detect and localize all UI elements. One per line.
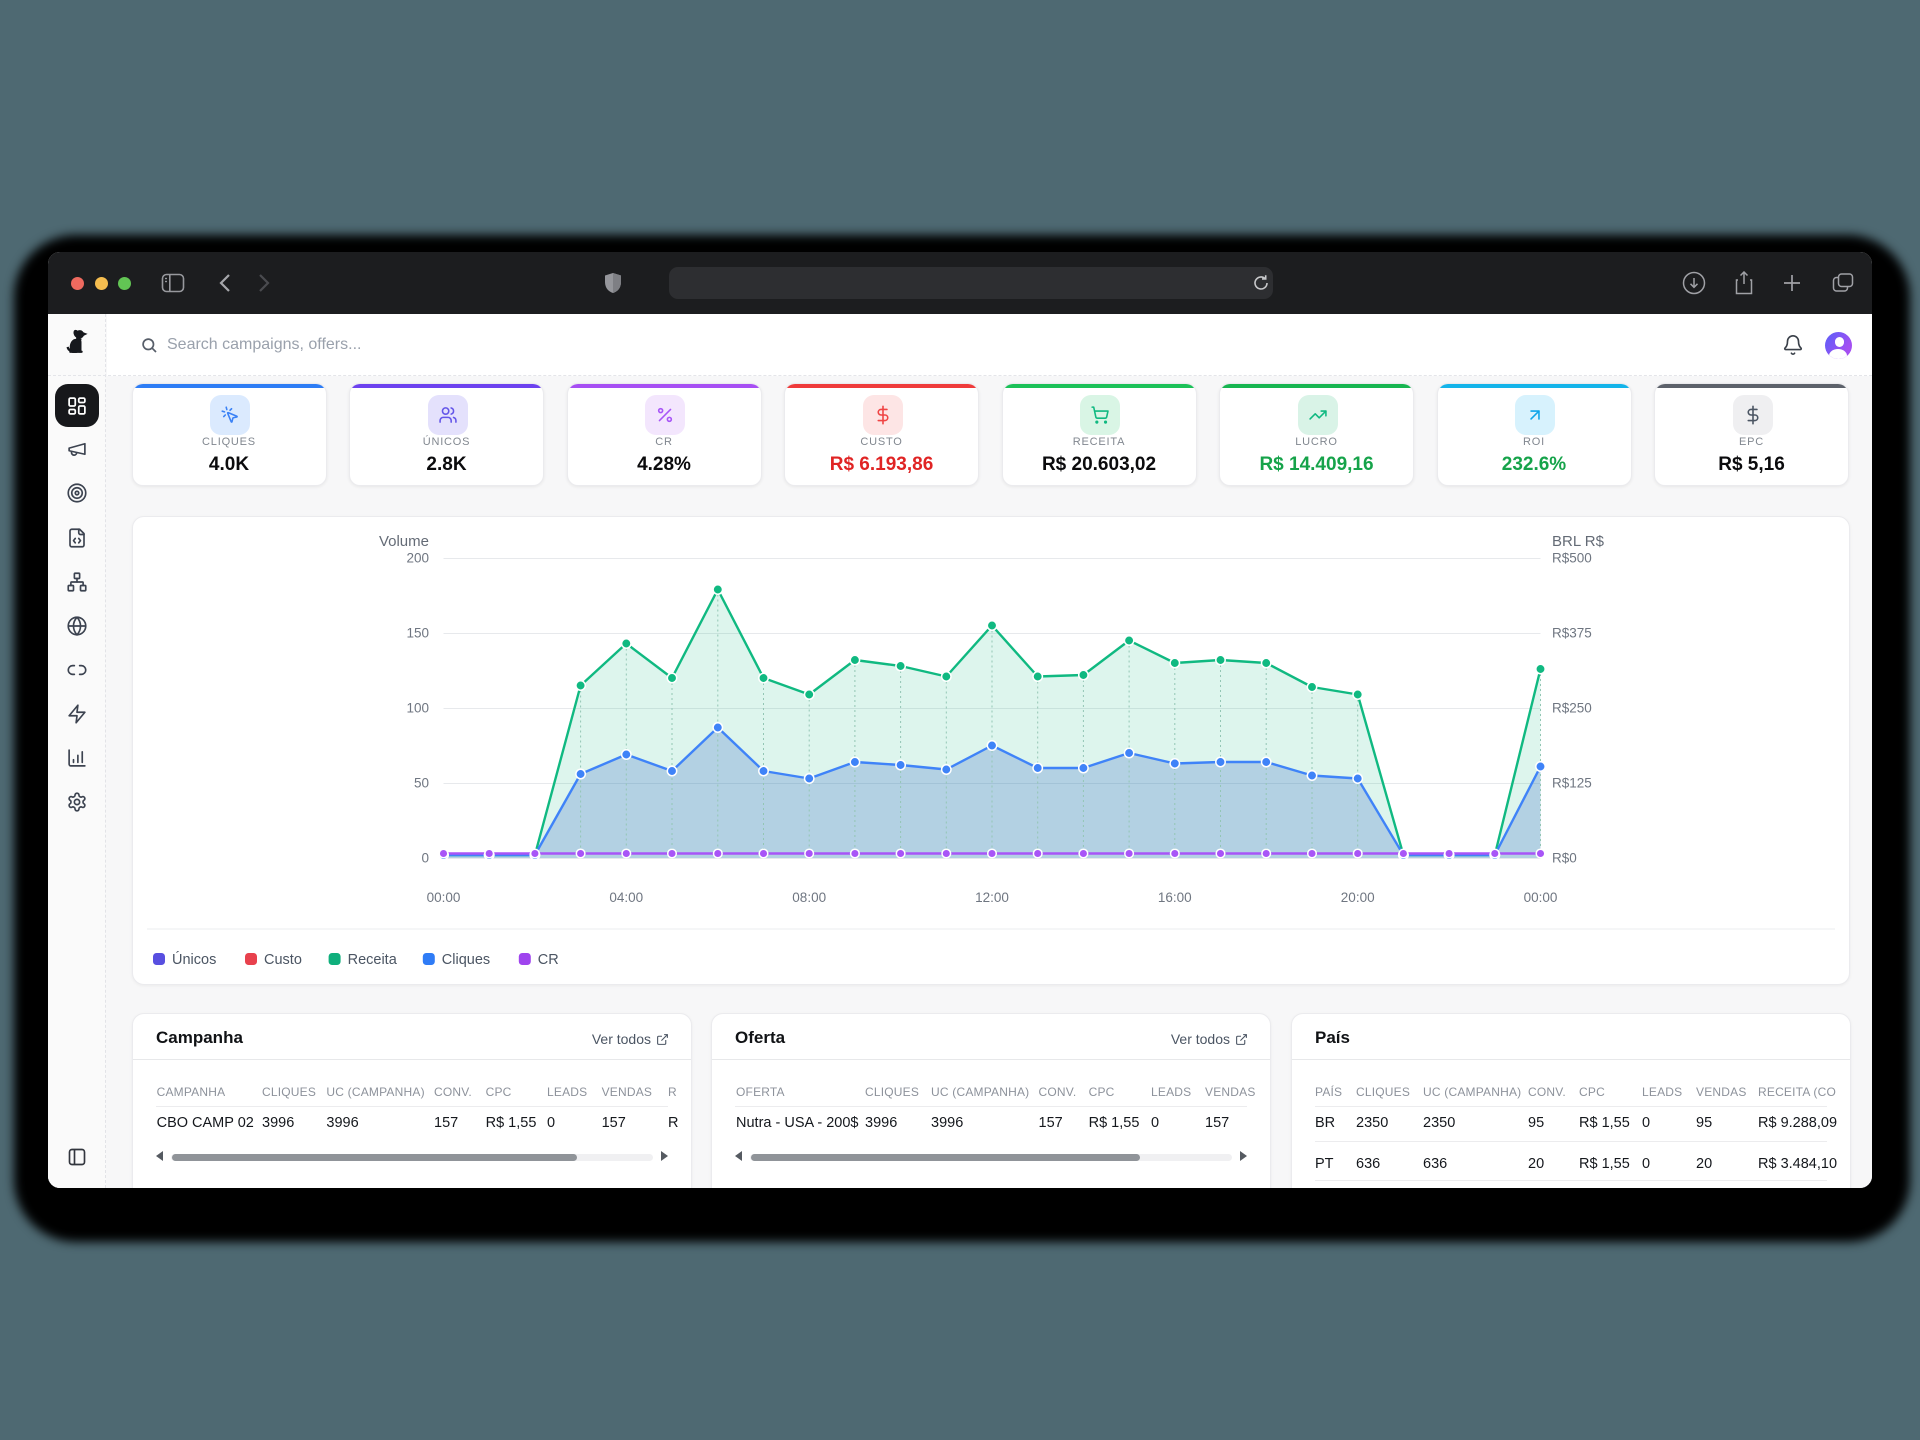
svg-text:R$250: R$250 [1552, 701, 1592, 716]
svg-text:R$500: R$500 [1552, 551, 1592, 566]
svg-text:R$375: R$375 [1552, 626, 1592, 641]
svg-text:00:00: 00:00 [427, 890, 461, 905]
svg-text:200: 200 [406, 551, 429, 566]
svg-text:08:00: 08:00 [792, 890, 826, 905]
svg-text:Únicos: Únicos [172, 951, 216, 968]
svg-text:16:00: 16:00 [1158, 890, 1192, 905]
svg-text:CR: CR [538, 952, 559, 968]
svg-text:Cliques: Cliques [442, 952, 490, 968]
svg-text:100: 100 [406, 701, 429, 716]
svg-text:0: 0 [421, 851, 429, 866]
svg-text:00:00: 00:00 [1524, 890, 1558, 905]
svg-text:04:00: 04:00 [609, 890, 643, 905]
svg-text:Volume: Volume [379, 533, 429, 550]
svg-text:Custo: Custo [264, 952, 302, 968]
svg-text:BRL R$: BRL R$ [1552, 533, 1605, 550]
svg-text:R$125: R$125 [1552, 776, 1592, 791]
svg-text:50: 50 [414, 776, 429, 791]
svg-text:R$0: R$0 [1552, 851, 1577, 866]
svg-text:150: 150 [406, 626, 429, 641]
svg-text:Receita: Receita [348, 952, 398, 968]
svg-text:12:00: 12:00 [975, 890, 1009, 905]
svg-text:20:00: 20:00 [1341, 890, 1375, 905]
